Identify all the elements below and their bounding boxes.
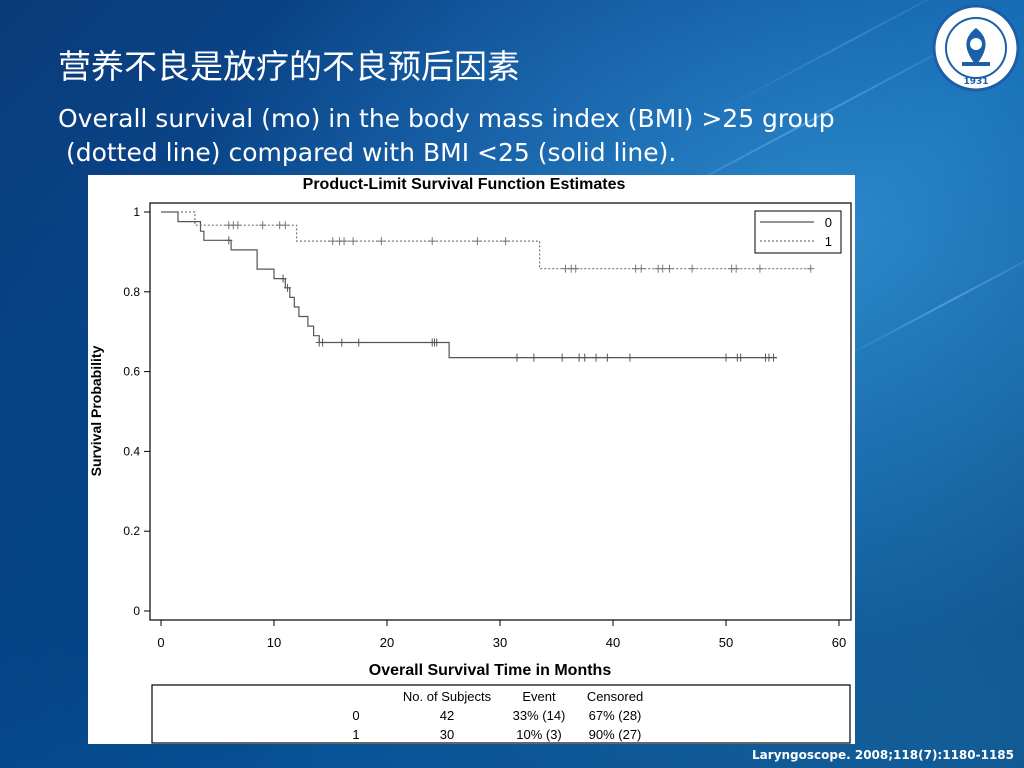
logo-year: 1931 [963,77,988,87]
risk-table-header: No. of Subjects [403,689,492,704]
citation: Laryngoscope. 2008;118(7):1180-1185 [752,748,1014,762]
risk-table-cell: 10% (3) [516,727,562,742]
survival-curve-1 [161,211,811,270]
risk-table-cell: 0 [352,708,359,723]
legend: 01 [754,210,842,254]
plot-frame [149,202,852,621]
risk-table-header: Event [522,689,556,704]
survival-curve-0 [161,211,777,359]
legend-box [754,210,842,254]
km-chart-panel: Product-Limit Survival Function Estimate… [88,175,855,744]
km-chart: Product-Limit Survival Function Estimate… [88,176,852,744]
risk-table-frame [151,684,851,744]
x-tick-label: 10 [267,635,281,650]
y-axis-label: Survival Probability [88,345,104,476]
x-tick-label: 30 [493,635,507,650]
y-tick-label: 0.4 [123,444,140,458]
risk-table-cell: 1 [352,727,359,742]
university-seal-icon: 1931 [932,4,1020,92]
y-tick-label: 0.8 [123,285,140,299]
y-tick-label: 0.2 [123,524,140,538]
risk-table-cell: 33% (14) [513,708,566,723]
x-tick-label: 60 [832,635,846,650]
series-layer [161,211,815,362]
slide-title: 营养不良是放疗的不良预后因素 [58,47,520,86]
x-tick-label: 0 [157,635,164,650]
y-tick-label: 0.6 [123,365,140,379]
legend-label-0: 0 [825,215,832,230]
chart-title: Product-Limit Survival Function Estimate… [303,176,626,193]
legend-label-1: 1 [825,234,832,249]
risk-table-cell: 42 [440,708,454,723]
x-axis-label: Overall Survival Time in Months [369,662,612,679]
light-streak [834,239,1024,363]
x-tick-label: 40 [606,635,620,650]
risk-table-cell: 90% (27) [589,727,642,742]
y-tick-label: 1 [133,205,140,219]
slide-subtitle: Overall survival (mo) in the body mass i… [58,104,835,167]
x-tick-label: 50 [719,635,733,650]
risk-table-header: Censored [587,689,643,704]
risk-table-cell: 30 [440,727,454,742]
risk-table-cell: 67% (28) [589,708,642,723]
risk-table: No. of Subjects Event Censored 0 42 33% (14) 6… [352,689,643,742]
x-tick-label: 20 [380,635,394,650]
y-tick-label: 0 [133,604,140,618]
